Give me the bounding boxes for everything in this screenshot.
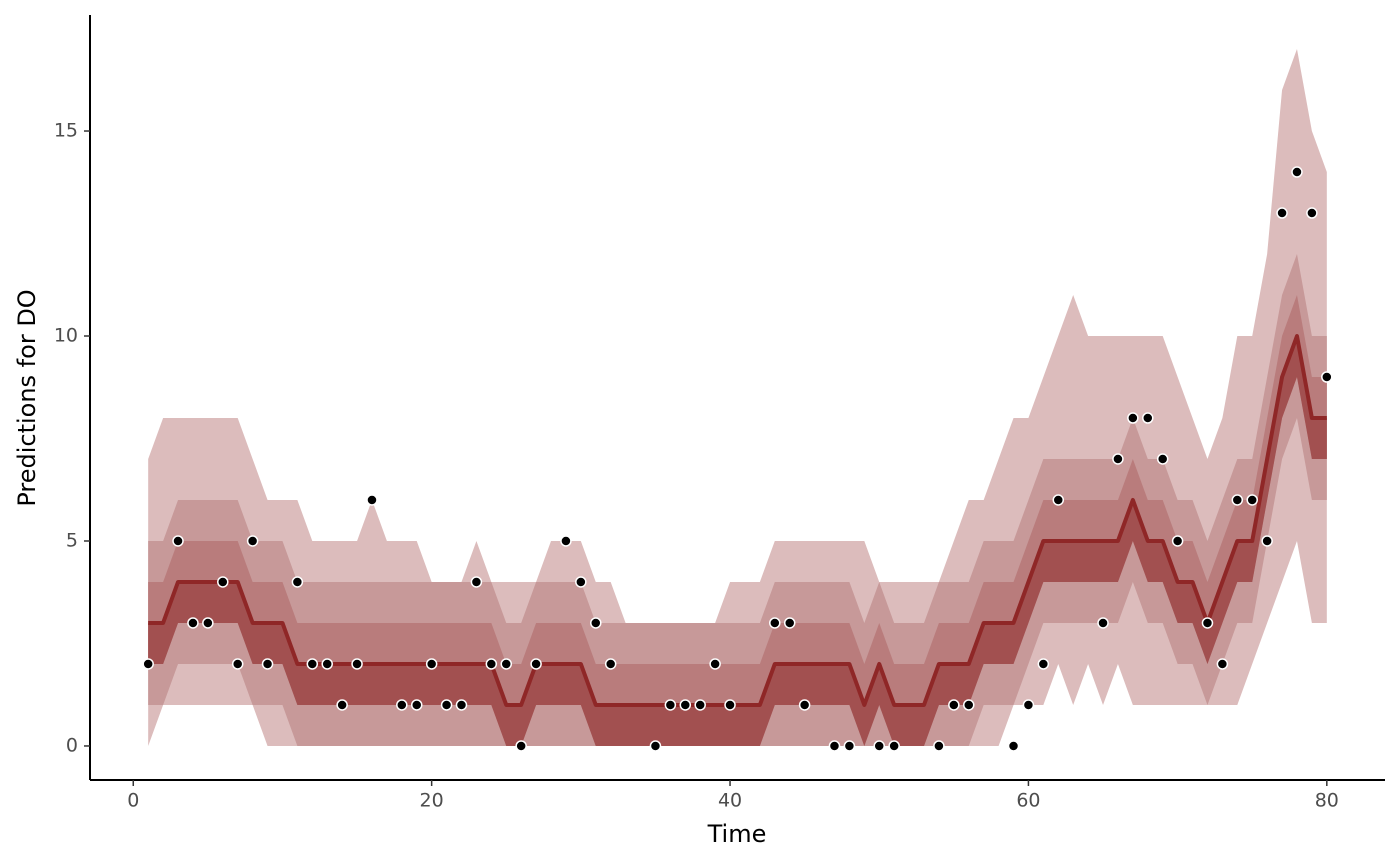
observed-point (351, 658, 363, 670)
observed-point (590, 617, 602, 629)
x-tick-label: 60 (1016, 790, 1040, 812)
observed-point (1231, 494, 1244, 506)
interval-band (148, 295, 1327, 746)
y-tick-label: 0 (66, 734, 78, 756)
observed-point (664, 699, 677, 711)
observed-point (1052, 494, 1065, 506)
observed-point (1321, 371, 1333, 383)
observed-point (888, 740, 900, 752)
observed-point (769, 617, 781, 629)
observed-point (1142, 412, 1154, 424)
observed-point (202, 617, 214, 629)
observed-point (1037, 658, 1050, 670)
observed-point (1201, 617, 1214, 629)
observed-point (425, 658, 438, 670)
observed-point (1261, 535, 1273, 547)
y-axis-title: Predictions for DO (13, 289, 41, 506)
observed-point (798, 699, 811, 711)
observed-point (231, 658, 244, 670)
observed-point (1171, 535, 1184, 547)
observed-point (1306, 207, 1318, 219)
x-tick-label: 80 (1315, 790, 1339, 812)
observed-point (1112, 453, 1124, 465)
observed-point (217, 576, 229, 588)
observed-point (455, 699, 468, 711)
observed-point (485, 658, 498, 670)
observed-point (187, 617, 199, 629)
observed-point (500, 658, 512, 670)
observed-point (1276, 207, 1288, 219)
x-axis-title: Time (707, 820, 767, 848)
y-tick-label: 5 (66, 529, 78, 551)
observed-point (560, 535, 572, 547)
observed-point (530, 658, 542, 670)
observed-point (291, 576, 304, 588)
observed-point (1291, 166, 1303, 178)
observed-point (783, 617, 796, 629)
observed-point (1127, 412, 1139, 424)
observed-point (246, 535, 259, 547)
observed-point (142, 658, 154, 670)
observed-point (440, 699, 453, 711)
observed-point (172, 535, 184, 547)
observed-point (261, 658, 274, 670)
observed-point (1022, 699, 1035, 711)
observed-point (1216, 658, 1229, 670)
x-tick-label: 0 (127, 790, 139, 812)
observed-point (1156, 453, 1169, 465)
observed-point (933, 740, 945, 752)
observed-point (679, 699, 692, 711)
observed-point (694, 699, 706, 711)
observed-point (948, 699, 960, 711)
observed-point (306, 658, 319, 670)
observed-point (963, 699, 975, 711)
observed-point (575, 576, 587, 588)
observed-point (709, 658, 721, 670)
observed-point (1246, 494, 1258, 506)
observed-point (410, 699, 423, 711)
observed-point (1097, 617, 1109, 629)
observed-point (724, 699, 736, 711)
observed-point (321, 658, 333, 670)
observed-point (649, 740, 662, 752)
x-tick-label: 20 (420, 790, 444, 812)
observed-point (873, 740, 885, 752)
observed-point (1007, 740, 1020, 752)
y-tick-label: 15 (54, 120, 78, 142)
median-line (148, 334, 1327, 707)
observed-point (470, 576, 483, 588)
y-tick-label: 10 (54, 325, 78, 347)
observed-point (604, 658, 617, 670)
observed-point (843, 740, 856, 752)
observed-point (336, 699, 348, 711)
observed-point (515, 740, 527, 752)
observed-point (396, 699, 408, 711)
observed-point (828, 740, 841, 752)
x-tick-label: 40 (718, 790, 742, 812)
observed-point (366, 494, 378, 506)
